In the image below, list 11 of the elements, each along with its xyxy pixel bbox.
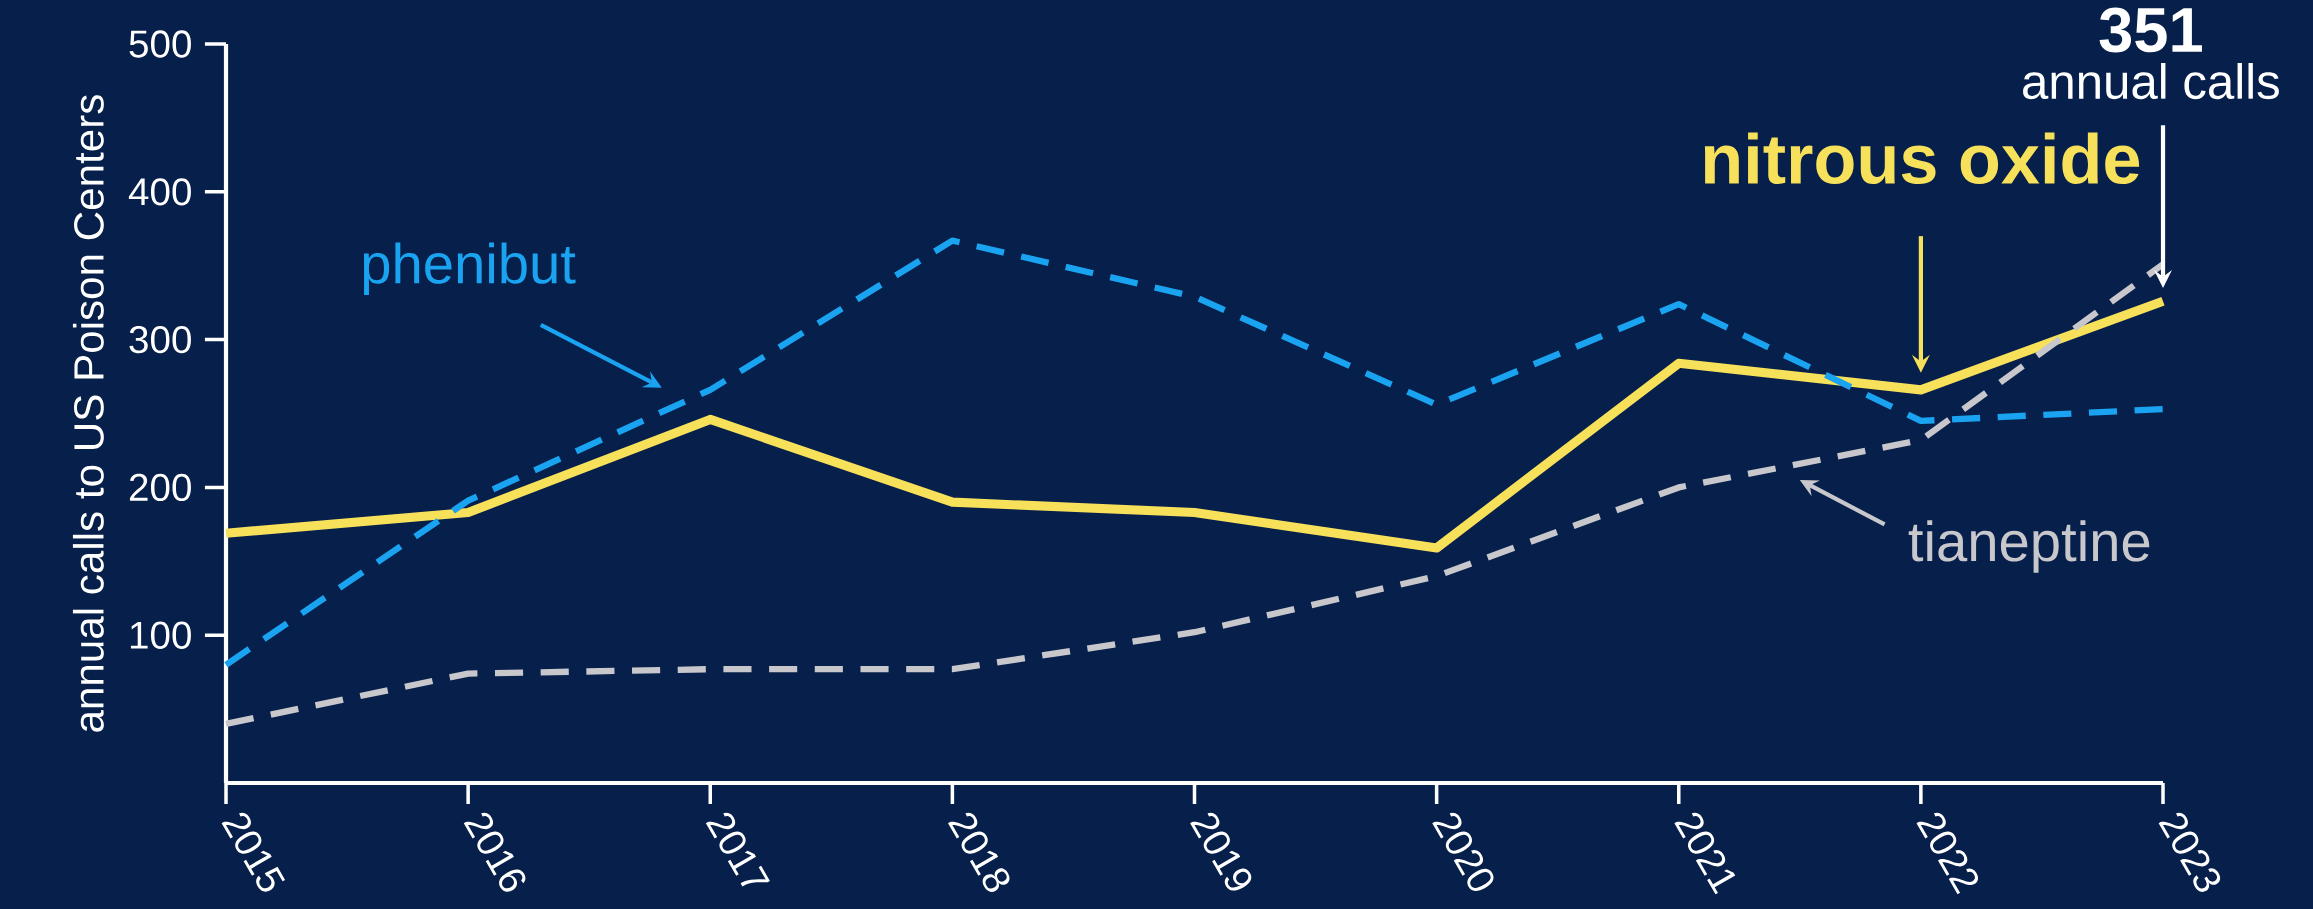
series-label: tianeptine	[1908, 520, 2150, 573]
annotation: annual calls	[2023, 63, 2279, 100]
y-tick-label: 200	[129, 473, 191, 502]
y-axis-title: annual calls to US Poison Centers	[72, 95, 104, 732]
annotation: 351	[2099, 7, 2202, 53]
text: phenibut	[363, 242, 576, 295]
y-tick-label: 500	[129, 30, 191, 58]
series-label: nitrous oxide	[1704, 132, 2140, 185]
y-tick-label: 400	[128, 178, 191, 206]
y-tick-label: 100	[130, 621, 191, 649]
y-tick-label: 300	[129, 325, 191, 354]
